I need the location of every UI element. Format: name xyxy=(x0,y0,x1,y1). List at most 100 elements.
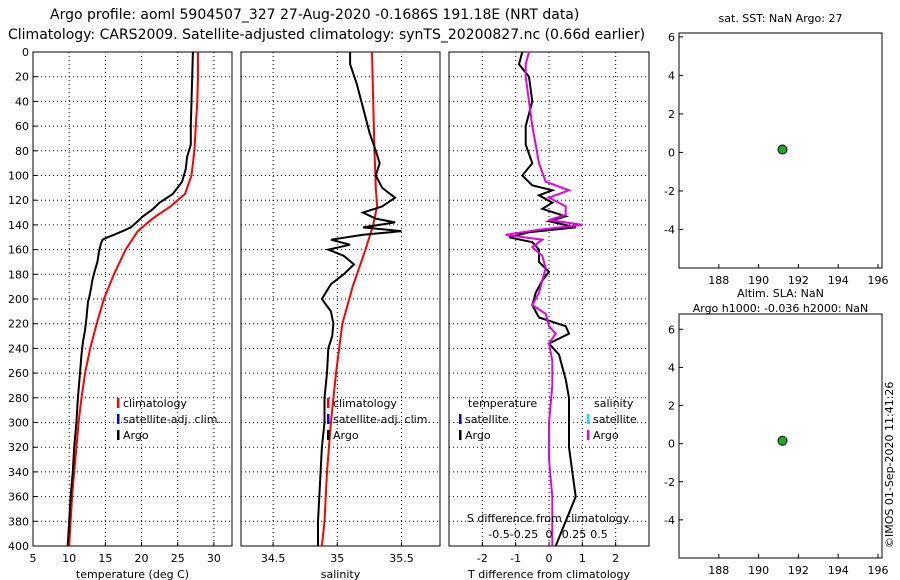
series-line-argo xyxy=(317,52,402,546)
series-line-t-argo-clim xyxy=(508,51,577,547)
y-tick-label: 6 xyxy=(668,323,675,336)
panel-title: sat. SST: NaN Argo: 27 xyxy=(719,12,843,25)
x-tick-label: 194 xyxy=(828,274,849,287)
y-tick-label: 80 xyxy=(15,145,29,158)
imos-timestamp: ©IMOS 01-Sep-2020 11:41:26 xyxy=(883,382,896,548)
legend-label: satellite-adj. clim. xyxy=(333,413,431,426)
x-tick-label: -1 xyxy=(510,552,521,565)
legend-swatch xyxy=(327,430,330,440)
x-tick-label: 188 xyxy=(708,564,729,577)
x-tick-label: -2 xyxy=(477,552,488,565)
y-tick-label: 400 xyxy=(8,540,29,553)
sst-panel: 188 190 192 194 196 -4 -2 0 2 4 6 sat. SST: NaN Arg… xyxy=(664,12,888,287)
y-tick-label: 360 xyxy=(8,491,29,504)
legend-heading-temperature: temperature xyxy=(468,397,537,410)
legend-label: satellite xyxy=(465,413,509,426)
legend-swatch xyxy=(459,414,462,424)
x-tick-label: 30 xyxy=(207,552,221,565)
legend-swatch xyxy=(117,398,120,408)
secondary-x-tick-label: 0 xyxy=(546,528,553,541)
data-point xyxy=(777,435,788,446)
legend-label: satellite xyxy=(593,413,637,426)
legend-swatch xyxy=(587,414,590,424)
plot-frame xyxy=(240,51,441,547)
temperature-panel: 5 10 15 20 25 3002040608010012014016018020022… xyxy=(8,46,233,580)
panel-subtitle: Argo h1000: -0.036 h2000: NaN xyxy=(693,302,869,315)
y-tick-label: 160 xyxy=(8,244,29,257)
x-axis-label: temperature (deg C) xyxy=(76,568,189,580)
series-line-climatology xyxy=(320,51,379,547)
y-tick-label: 0 xyxy=(668,438,675,451)
x-tick-label: 194 xyxy=(828,564,849,577)
x-tick-label: 15 xyxy=(98,552,112,565)
y-tick-label: 2 xyxy=(668,108,675,121)
legend-swatch xyxy=(587,430,590,440)
y-tick-label: 120 xyxy=(8,194,29,207)
x-tick-label: 190 xyxy=(748,274,769,287)
x-tick-label: 5 xyxy=(30,552,37,565)
y-tick-label: 380 xyxy=(8,515,29,528)
y-tick-label: -2 xyxy=(664,185,675,198)
x-axis-label: T difference from climatology xyxy=(467,568,630,580)
secondary-x-tick-label: -0.5 xyxy=(488,528,509,541)
x-tick-label: 192 xyxy=(788,564,809,577)
y-tick-label: 20 xyxy=(15,71,29,84)
y-tick-label: 200 xyxy=(8,293,29,306)
legend-label: Argo xyxy=(333,429,359,442)
figure-title-line2: Climatology: CARS2009. Satellite-adjuste… xyxy=(8,27,645,43)
x-tick-label: 20 xyxy=(135,552,149,565)
secondary-x-tick-label: 0.25 xyxy=(562,528,587,541)
legend-label: Argo xyxy=(123,429,149,442)
y-tick-label: 4 xyxy=(668,361,675,374)
plot-frame xyxy=(678,313,883,559)
x-tick-label: 0 xyxy=(546,552,553,565)
plot-frame xyxy=(32,51,233,547)
y-tick-label: 100 xyxy=(8,170,29,183)
legend-label: climatology xyxy=(333,397,397,410)
legend-heading-salinity: salinity xyxy=(594,397,634,410)
sla-panel: 188 190 192 194 196 -4 -2 0 2 4 6 Altim. SLA: NaN Ar… xyxy=(664,287,888,577)
legend-label: Argo xyxy=(593,429,619,442)
x-tick-label: 35.5 xyxy=(389,552,414,565)
y-tick-label: 300 xyxy=(8,417,29,430)
y-tick-label: 340 xyxy=(8,466,29,479)
series-line-argo xyxy=(66,51,194,547)
secondary-x-axis-label: S difference from climatology xyxy=(467,512,630,525)
x-tick-label: 190 xyxy=(748,564,769,577)
x-tick-label: 25 xyxy=(171,552,185,565)
y-tick-label: 4 xyxy=(668,69,675,82)
legend-label: climatology xyxy=(123,397,187,410)
legend-swatch xyxy=(459,430,462,440)
x-axis-label: salinity xyxy=(321,568,361,580)
x-tick-label: 188 xyxy=(708,274,729,287)
legend-swatch xyxy=(117,430,120,440)
x-tick-label: 1 xyxy=(579,552,586,565)
y-tick-label: 260 xyxy=(8,367,29,380)
x-tick-label: 10 xyxy=(62,552,76,565)
x-tick-label: 192 xyxy=(788,274,809,287)
y-tick-label: 320 xyxy=(8,441,29,454)
y-tick-label: -4 xyxy=(664,223,675,236)
salinity-panel: 34.5 35 35.5 salinity climatology satellite-a… xyxy=(240,51,441,580)
x-tick-label: 2 xyxy=(612,552,619,565)
legend-swatch xyxy=(117,414,120,424)
secondary-x-tick-label: 0.5 xyxy=(590,528,608,541)
secondary-x-tick-label: -0.25 xyxy=(510,528,538,541)
y-tick-label: -2 xyxy=(664,476,675,489)
y-tick-label: 140 xyxy=(8,219,29,232)
plot-frame xyxy=(678,32,883,269)
legend-swatch xyxy=(327,414,330,424)
legend-swatch xyxy=(327,398,330,408)
difference-panel: -2 -1 0 1 2 T difference from climatology S di… xyxy=(448,51,650,580)
y-tick-label: 0 xyxy=(22,46,29,59)
y-tick-label: 6 xyxy=(668,31,675,44)
series-line-s-argo-clim xyxy=(505,51,583,546)
y-tick-label: 280 xyxy=(8,392,29,405)
y-tick-label: -4 xyxy=(664,514,675,527)
x-tick-label: 34.5 xyxy=(261,552,286,565)
y-tick-label: 0 xyxy=(668,146,675,159)
data-point xyxy=(777,144,788,155)
legend-label: satellite-adj. clim. xyxy=(123,413,221,426)
y-tick-label: 220 xyxy=(8,318,29,331)
